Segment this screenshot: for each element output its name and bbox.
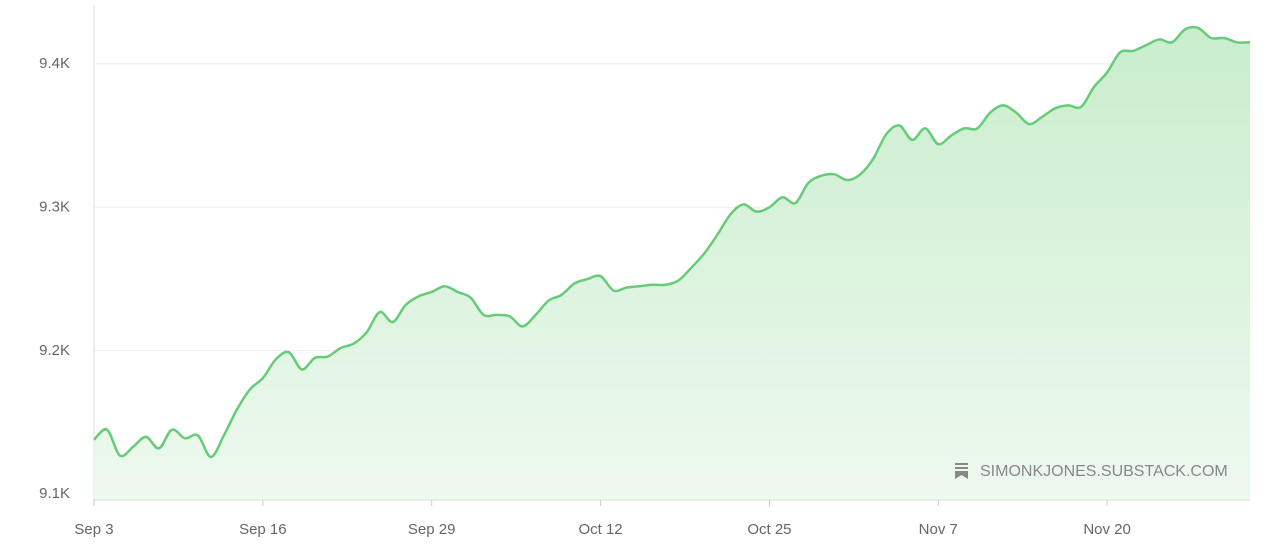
x-tick-label: Sep 29 bbox=[408, 521, 456, 538]
x-tick-label: Sep 3 bbox=[74, 521, 113, 538]
x-tick-label: Oct 12 bbox=[578, 521, 622, 538]
y-tick-label: 9.4K bbox=[39, 55, 70, 72]
y-tick-label: 9.1K bbox=[39, 485, 70, 502]
watermark-icon bbox=[955, 463, 968, 479]
watermark: SIMONKJONES.SUBSTACK.COM bbox=[980, 463, 1228, 480]
x-tick-label: Oct 25 bbox=[747, 521, 791, 538]
area bbox=[94, 27, 1250, 501]
x-tick-label: Nov 20 bbox=[1083, 521, 1131, 538]
x-tick-label: Nov 7 bbox=[919, 521, 958, 538]
y-tick-label: 9.2K bbox=[39, 342, 70, 359]
y-tick-label: 9.3K bbox=[39, 198, 70, 215]
line bbox=[93, 25, 1251, 459]
x-tick-label: Sep 16 bbox=[239, 521, 287, 538]
